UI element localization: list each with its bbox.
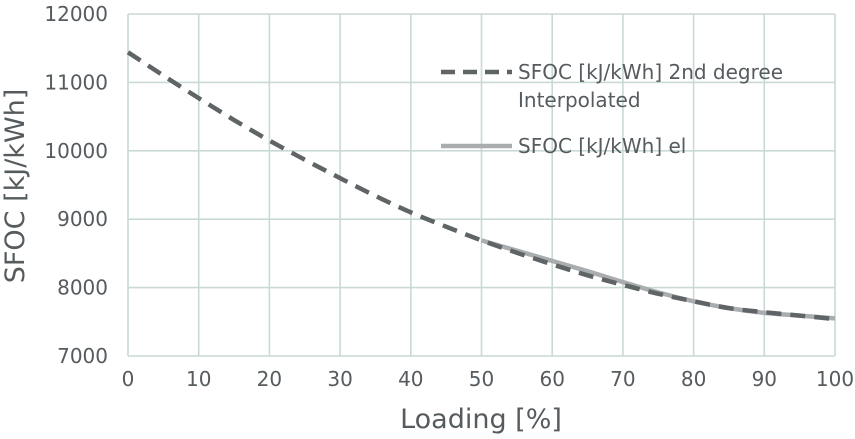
y-tick-label: 11000	[44, 70, 108, 94]
x-tick-label: 10	[186, 367, 211, 391]
grid	[127, 13, 836, 357]
y-tick-label: 8000	[57, 276, 108, 300]
y-tick-label: 7000	[57, 344, 108, 368]
x-axis-title: Loading [%]	[400, 404, 562, 435]
x-tick-label: 20	[257, 367, 282, 391]
x-tick-label: 100	[816, 367, 854, 391]
x-tick-label: 40	[398, 367, 423, 391]
x-tick-label: 50	[469, 367, 494, 391]
x-tick-label: 70	[610, 367, 635, 391]
x-tick-label: 80	[681, 367, 706, 391]
x-tick-label: 0	[122, 367, 135, 391]
tick-labels: 0 10 20 30 40 50 60 70 80 90 100 7000 8000 9000 10000 1…	[44, 2, 854, 391]
series-lines	[126, 50, 836, 322]
legend: SFOC [kJ/kWh] 2nd degree Interpolated SF…	[441, 60, 783, 158]
legend-label-interpolated-line2: Interpolated	[518, 88, 641, 112]
legend-label-el: SFOC [kJ/kWh] el	[518, 134, 686, 158]
y-axis-title: SFOC [kJ/kWh]	[0, 89, 31, 284]
x-tick-label: 90	[752, 367, 777, 391]
x-tick-label: 60	[539, 367, 564, 391]
x-tick-label: 30	[327, 367, 352, 391]
y-tick-label: 9000	[57, 207, 108, 231]
legend-label-interpolated-line1: SFOC [kJ/kWh] 2nd degree	[518, 60, 783, 84]
y-tick-label: 10000	[44, 139, 108, 163]
series-line-el	[480, 238, 836, 321]
y-tick-label: 12000	[44, 2, 108, 26]
